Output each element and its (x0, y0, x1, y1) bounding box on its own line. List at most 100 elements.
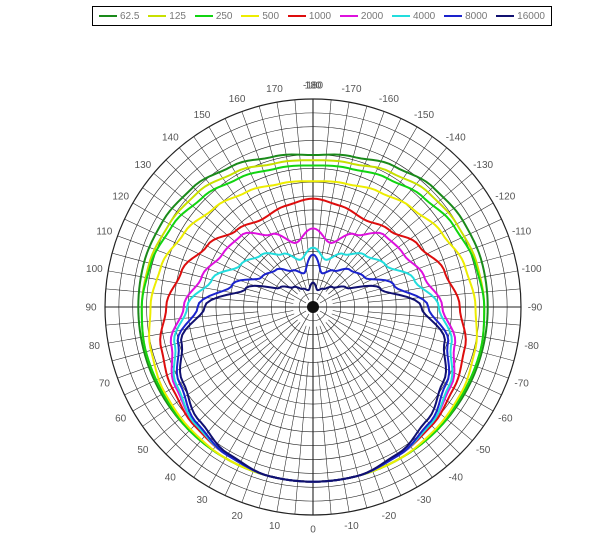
grid-spoke (258, 106, 300, 254)
grid-spoke (258, 360, 300, 508)
grid-spoke (317, 361, 332, 515)
angle-tick-label: -140 (446, 132, 466, 143)
grid-spoke (317, 99, 332, 253)
angle-tick-label: 90 (85, 303, 97, 314)
grid-spoke (108, 310, 294, 344)
grid-spoke (132, 310, 307, 412)
angle-tick-label: -50 (476, 445, 491, 456)
grid-spoke (326, 106, 368, 254)
grid-spoke (179, 322, 301, 467)
grid-spoke (294, 99, 309, 253)
angle-tick-label: 120 (112, 192, 129, 203)
legend-label: 62.5 (120, 10, 140, 22)
grid-spoke (117, 313, 295, 379)
grid-spoke (316, 102, 350, 288)
angle-tick-label: -40 (448, 473, 463, 484)
grid-spoke (153, 173, 298, 295)
angle-tick-label: 140 (162, 132, 179, 143)
grid-spoke (325, 147, 447, 292)
grid-spoke (179, 147, 301, 292)
grid-spoke (362, 329, 502, 396)
angle-tick-label: 180 (305, 81, 322, 92)
legend-item: 62.5 (99, 11, 139, 22)
grid-spoke (153, 319, 298, 441)
grid-spoke (319, 202, 494, 304)
angle-tick-label: -80 (524, 341, 539, 352)
angle-tick-labels: 1801701601501401301201101009080706050403… (85, 81, 542, 536)
angle-tick-label: -60 (498, 414, 513, 425)
legend-swatch (194, 15, 213, 17)
grid-spoke (319, 310, 494, 412)
angle-tick-label: 60 (115, 414, 127, 425)
grid-spoke (294, 361, 309, 515)
grid-spoke (132, 202, 307, 304)
legend-swatch (339, 15, 358, 17)
grid-spoke (357, 338, 484, 427)
angle-tick-label: -20 (382, 511, 397, 522)
grid-spoke (332, 270, 518, 304)
grid-spoke (326, 360, 368, 508)
legend-label: 1000 (308, 10, 332, 22)
angle-tick-label: -70 (514, 378, 529, 389)
legend-item: 2000 (339, 11, 383, 22)
grid-spoke (241, 325, 307, 503)
legend-swatch (444, 15, 463, 17)
legend: 62.5 125 250 500 1000 2000 4000 8000 16000 (92, 6, 552, 26)
grid-spoke (367, 288, 521, 303)
angle-tick-label: -130 (473, 160, 493, 171)
legend-swatch (241, 15, 260, 17)
angle-tick-label: 0 (310, 525, 316, 536)
angle-tick-label: 150 (194, 110, 211, 121)
polar-grid (104, 98, 522, 516)
grid-spoke (344, 351, 433, 478)
angle-tick-label: 50 (137, 445, 149, 456)
grid-spoke (316, 326, 350, 512)
grid-spoke (241, 111, 307, 289)
series-layer (137, 153, 489, 483)
grid-spoke (208, 126, 310, 301)
legend-item: 16000 (496, 11, 545, 22)
angle-tick-label: -10 (344, 521, 359, 532)
grid-hub (307, 301, 319, 313)
angle-tick-label: 30 (196, 495, 208, 506)
grid-spoke (325, 322, 447, 467)
grid-spoke (165, 159, 275, 269)
angle-tick-label: -100 (522, 264, 542, 275)
grid-spoke (165, 345, 275, 455)
angle-tick-label: 20 (232, 511, 244, 522)
legend-label: 16000 (517, 10, 545, 22)
grid-spoke (142, 187, 269, 276)
grid-spoke (366, 252, 514, 294)
grid-spoke (276, 326, 310, 512)
grid-spoke (316, 126, 418, 301)
grid-spoke (319, 325, 385, 503)
grid-spoke (193, 136, 282, 263)
legend-label: 8000 (465, 10, 488, 22)
grid-spoke (124, 329, 264, 396)
grid-spoke (276, 102, 310, 288)
grid-spoke (328, 173, 473, 295)
angle-tick-label: -110 (512, 227, 532, 238)
grid-spoke (328, 319, 473, 441)
angle-tick-label: -90 (528, 303, 543, 314)
grid-spoke (117, 235, 295, 301)
grid-spoke (331, 313, 509, 379)
legend-swatch (99, 15, 117, 17)
angle-tick-label: -170 (341, 84, 361, 95)
legend-label: 250 (215, 10, 233, 22)
grid-spoke (351, 159, 461, 269)
grid-spoke (335, 356, 402, 496)
angle-tick-label: 10 (269, 521, 281, 532)
grid-spoke (112, 252, 260, 294)
grid-spoke (344, 136, 433, 263)
grid-spoke (112, 320, 260, 362)
grid-spoke (193, 351, 282, 478)
grid-spoke (224, 356, 291, 496)
legend-item: 125 (148, 11, 186, 22)
legend-label: 125 (169, 10, 186, 22)
grid-spoke (105, 288, 259, 303)
angle-tick-label: -150 (414, 110, 434, 121)
legend-swatch (392, 15, 410, 17)
angle-tick-label: -160 (379, 94, 399, 105)
